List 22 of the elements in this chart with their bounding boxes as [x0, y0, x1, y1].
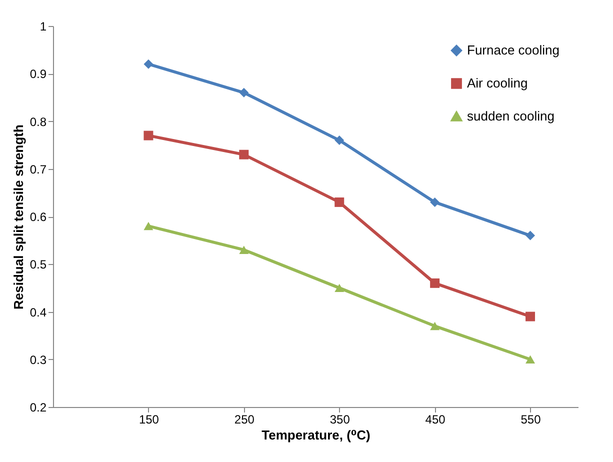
- y-tick-label: 0.5: [30, 258, 47, 272]
- legend-label: Furnace cooling: [467, 42, 560, 58]
- point: [526, 355, 536, 364]
- x-tick-label: 350: [330, 412, 350, 426]
- y-tick-label: 0.3: [30, 352, 47, 367]
- x-tick-label: 550: [520, 412, 542, 426]
- point: [526, 312, 536, 322]
- y-tick-label: 0.8: [30, 114, 47, 129]
- y-tick-label: 0.4: [30, 305, 47, 320]
- y-tick-label: 0.2: [30, 400, 47, 414]
- legend-label: Air cooling: [467, 76, 528, 90]
- legend-label: sudden cooling: [467, 108, 554, 124]
- y-tick-label: 1: [40, 20, 47, 34]
- y-tick-label: 0.7: [30, 162, 47, 176]
- y-tick-label: 0.9: [30, 67, 47, 82]
- y-tick-label: 0.6: [30, 210, 47, 224]
- x-tick-label: 150: [138, 412, 160, 426]
- x-tick-label: 250: [234, 412, 255, 426]
- y-axis-title: Residual split tensile strength: [10, 124, 26, 310]
- point: [526, 230, 536, 240]
- x-axis-title: Temperature, (⁰C): [262, 428, 370, 442]
- x-tick-label: 450: [425, 412, 446, 426]
